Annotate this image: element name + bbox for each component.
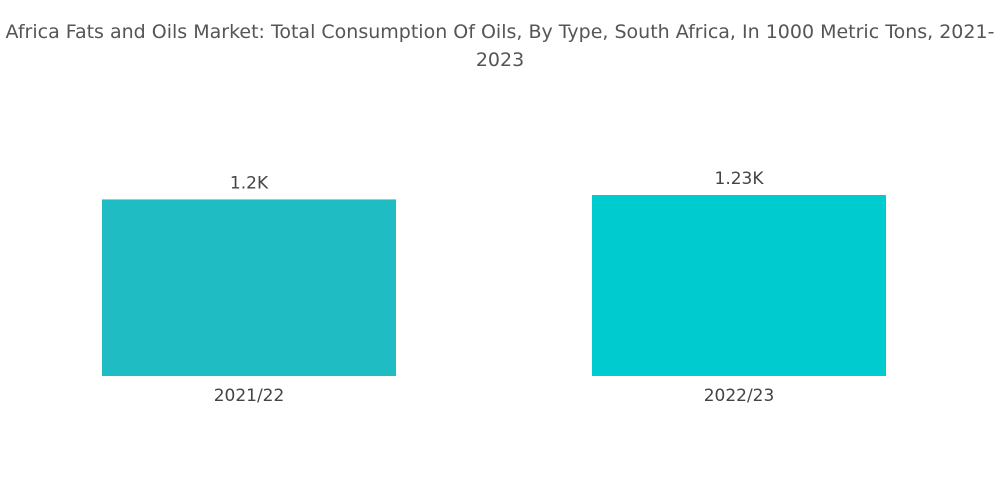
bar — [592, 195, 886, 376]
bar — [102, 199, 396, 376]
x-tick-label: 2021/22 — [214, 386, 285, 406]
value-label: 1.2K — [230, 173, 269, 193]
chart-title: Africa Fats and Oils Market: Total Consu… — [5, 21, 995, 71]
value-label: 1.23K — [715, 169, 765, 189]
x-tick-label: 2022/23 — [704, 386, 775, 406]
